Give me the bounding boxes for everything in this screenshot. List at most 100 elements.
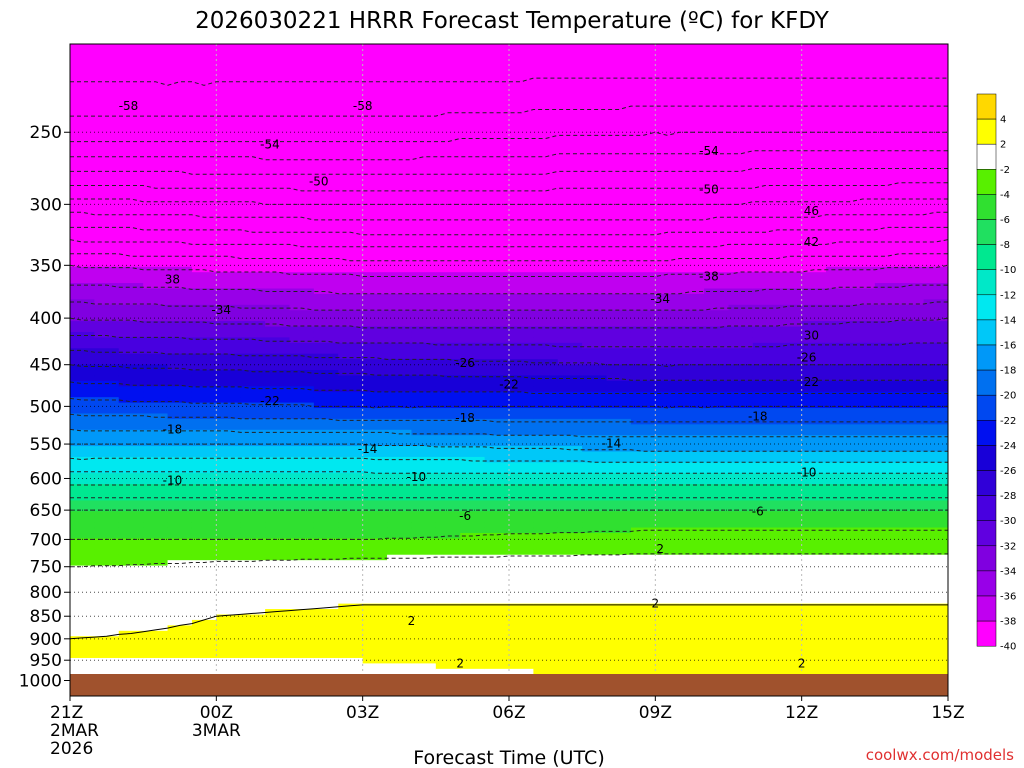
temperature-cell — [923, 386, 948, 393]
temperature-cell — [411, 92, 437, 99]
temperature-cell — [435, 636, 461, 643]
temperature-cell — [752, 549, 778, 556]
temperature-cell — [435, 261, 461, 268]
temperature-cell — [557, 87, 583, 94]
temperature-cell — [874, 397, 900, 404]
temperature-cell — [484, 603, 510, 610]
temperature-cell — [118, 261, 144, 268]
temperature-cell — [143, 614, 169, 621]
temperature-cell — [801, 505, 827, 512]
temperature-cell — [70, 234, 95, 241]
temperature-cell — [167, 98, 193, 105]
temperature-cell — [704, 571, 730, 578]
temperature-cell — [606, 478, 632, 485]
temperature-cell — [313, 516, 339, 523]
y-tick-label: 400 — [30, 309, 62, 329]
temperature-cell — [118, 500, 144, 507]
temperature-cell — [313, 234, 339, 241]
temperature-cell — [899, 587, 925, 594]
temperature-cell — [606, 245, 632, 252]
temperature-cell — [752, 440, 778, 447]
temperature-cell — [752, 326, 778, 333]
temperature-cell — [752, 571, 778, 578]
temperature-cell — [289, 158, 315, 165]
temperature-cell — [533, 331, 559, 338]
temperature-cell — [899, 397, 925, 404]
temperature-cell — [509, 467, 534, 474]
temperature-cell — [143, 397, 169, 404]
colorbar-label: -28 — [1000, 491, 1016, 502]
temperature-cell — [460, 315, 486, 322]
temperature-cell — [70, 71, 95, 78]
temperature-cell — [216, 266, 242, 273]
temperature-cell — [94, 152, 120, 159]
temperature-cell — [509, 429, 534, 436]
temperature-cell — [216, 609, 242, 616]
temperature-cell — [606, 49, 632, 56]
temperature-cell — [874, 223, 900, 230]
temperature-cell — [313, 402, 339, 409]
temperature-cell — [362, 310, 388, 317]
temperature-cell — [289, 163, 315, 170]
temperature-cell — [387, 538, 413, 545]
temperature-cell — [655, 163, 681, 170]
temperature-cell — [728, 331, 754, 338]
temperature-cell — [94, 587, 120, 594]
temperature-cell — [216, 310, 242, 317]
temperature-cell — [216, 473, 242, 480]
temperature-cell — [728, 348, 754, 355]
temperature-cell — [752, 44, 778, 51]
temperature-cell — [630, 587, 656, 594]
temperature-cell — [704, 152, 730, 159]
temperature-cell — [484, 272, 510, 279]
temperature-cell — [728, 370, 754, 377]
temperature-cell — [191, 299, 217, 306]
temperature-cell — [94, 331, 120, 338]
temperature-cell — [655, 130, 681, 137]
temperature-cell — [484, 326, 510, 333]
temperature-cell — [460, 147, 486, 154]
temperature-cell — [777, 663, 803, 670]
temperature-cell — [850, 293, 876, 300]
temperature-cell — [289, 82, 315, 89]
temperature-cell — [874, 375, 900, 382]
temperature-cell — [289, 261, 315, 268]
temperature-cell — [289, 310, 315, 317]
temperature-cell — [143, 592, 169, 599]
temperature-cell — [557, 456, 583, 463]
temperature-cell — [338, 489, 364, 496]
temperature-cell — [606, 190, 632, 197]
temperature-cell — [630, 592, 656, 599]
temperature-cell — [923, 212, 948, 219]
temperature-cell — [387, 630, 413, 637]
temperature-cell — [338, 511, 364, 518]
temperature-cell — [679, 511, 705, 518]
temperature-cell — [606, 348, 632, 355]
temperature-cell — [728, 163, 754, 170]
temperature-cell — [265, 565, 291, 572]
temperature-cell — [70, 190, 95, 197]
temperature-cell — [484, 255, 510, 262]
temperature-cell — [411, 571, 437, 578]
temperature-cell — [874, 619, 900, 626]
temperature-cell — [240, 179, 266, 186]
temperature-cell — [240, 364, 266, 371]
temperature-cell — [362, 239, 388, 246]
temperature-cell — [533, 353, 559, 360]
temperature-cell — [899, 293, 925, 300]
temperature-cell — [484, 364, 510, 371]
temperature-cell — [70, 663, 95, 670]
temperature-cell — [923, 71, 948, 78]
temperature-cell — [582, 348, 608, 355]
temperature-cell — [362, 60, 388, 67]
temperature-cell — [118, 76, 144, 83]
temperature-cell — [94, 652, 120, 659]
temperature-cell — [387, 49, 413, 56]
temperature-cell — [655, 136, 681, 143]
temperature-cell — [143, 245, 169, 252]
temperature-cell — [899, 54, 925, 61]
temperature-cell — [850, 511, 876, 518]
temperature-cell — [752, 71, 778, 78]
temperature-cell — [289, 125, 315, 132]
temperature-cell — [240, 380, 266, 387]
